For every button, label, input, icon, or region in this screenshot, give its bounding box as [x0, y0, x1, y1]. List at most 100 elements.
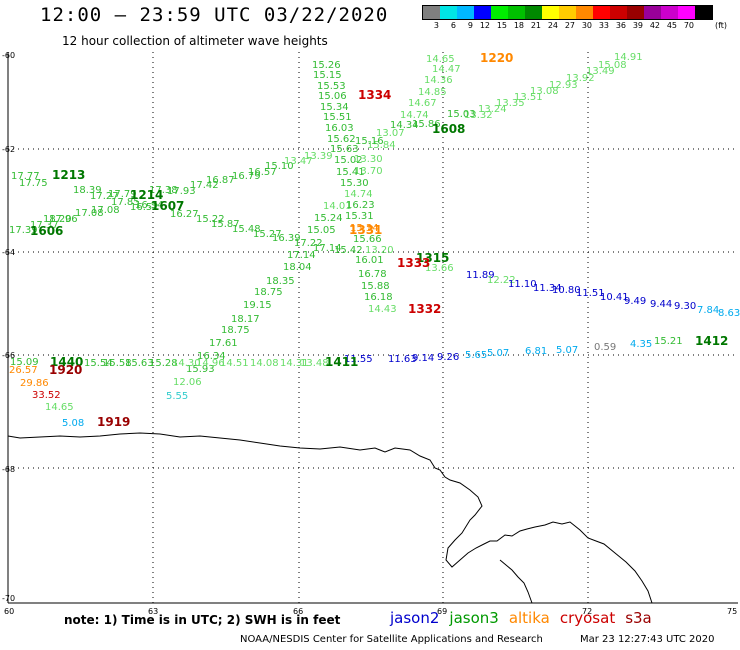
swh-label: 15.30	[340, 178, 369, 189]
swh-label: 12.22	[487, 275, 516, 286]
swh-label: 17.27	[90, 191, 119, 202]
swh-label: 16.52	[130, 202, 159, 213]
swh-label: 14.47	[432, 64, 461, 75]
swh-label: 13.32	[464, 110, 493, 121]
swh-label: 15.16	[355, 136, 384, 147]
swh-label: 16.57	[248, 167, 277, 178]
swh-label: 15.87	[211, 219, 240, 230]
pass-time-label: 1608	[432, 122, 465, 136]
colorbar-swatch	[559, 6, 576, 19]
pass-time-label: 1334	[358, 88, 391, 102]
swh-label: 15.31	[345, 211, 374, 222]
swh-label: 9.14	[412, 353, 434, 364]
swh-label: 0.59	[594, 342, 616, 353]
swh-label: 13.07	[376, 128, 405, 139]
colorbar-tick: 15	[496, 21, 507, 30]
colorbar-tick: 27	[564, 21, 575, 30]
swh-label: 16.01	[355, 255, 384, 266]
swh-label: 18.75	[221, 325, 250, 336]
pass-time-label: 1220	[480, 51, 513, 65]
swh-label: 13.30	[354, 154, 383, 165]
swh-label: 15.27	[253, 229, 282, 240]
swh-label: 14.91	[614, 52, 643, 63]
swh-label: 11.51	[576, 288, 605, 299]
colorbar-swatch	[593, 6, 610, 19]
swh-label: 13.48	[300, 358, 329, 369]
colorbar-tick: 24	[547, 21, 558, 30]
colorbar-swatch	[610, 6, 627, 19]
swh-label: 8.63	[718, 308, 740, 319]
swh-label: 15.06	[318, 91, 347, 102]
colorbar-tick: 42	[649, 21, 660, 30]
colorbar-swatch	[508, 6, 525, 19]
colorbar-tick: 30	[581, 21, 592, 30]
pass-time-label: 1919	[97, 415, 130, 429]
swh-label: 15.08	[598, 60, 627, 71]
swh-label: 15.66	[353, 234, 382, 245]
swh-label: 9.44	[650, 299, 672, 310]
lon-label-72: 72	[582, 607, 592, 616]
swh-label: 17.61	[209, 338, 238, 349]
swh-label: 13.35	[496, 98, 525, 109]
swh-label: 14.01	[323, 201, 352, 212]
swh-label: 5.07	[556, 345, 578, 356]
swh-label: 15.15	[313, 70, 342, 81]
pass-time-label: 1411	[325, 355, 358, 369]
colorbar-tick: 6	[450, 21, 456, 30]
colorbar-swatch	[423, 6, 440, 19]
swh-label: 15.53	[317, 81, 346, 92]
swh-label: 17.96	[49, 214, 78, 225]
colorbar-swatch	[491, 6, 508, 19]
swh-label: 17.75	[19, 178, 48, 189]
pass-time-label: 1213	[52, 168, 85, 182]
swh-label: 17.08	[75, 208, 104, 219]
lat-label-62: -62	[2, 145, 15, 154]
satellite-legend: jason2 jason3 altika cryosat s3a	[390, 609, 652, 627]
swh-label: 5.65	[465, 350, 487, 361]
swh-label: 14.43	[368, 304, 397, 315]
swh-label: 26.57	[9, 365, 38, 376]
swh-label: 11.10	[508, 279, 537, 290]
swh-label: 16.79	[232, 171, 261, 182]
swh-label: 15.63	[125, 358, 154, 369]
colorbar-tick: 12	[479, 21, 490, 30]
legend-jason2: jason2	[390, 609, 440, 627]
swh-label: 15.34	[350, 223, 379, 234]
swh-label: 12.93	[549, 80, 578, 91]
swh-label: 16.18	[364, 292, 393, 303]
swh-label: 17.37	[30, 220, 59, 231]
swh-label: 9.49	[624, 296, 646, 307]
pass-time-label: 1412	[695, 334, 728, 348]
swh-label: 11.89	[466, 270, 495, 281]
swh-label: 15.42	[334, 245, 363, 256]
swh-label: 15.21	[654, 336, 683, 347]
colorbar-ticks: 3 6 9 12 15 18 21 24 27 30 33 36 39 42 45 70	[422, 21, 694, 30]
swh-label: 14.85	[418, 87, 447, 98]
swh-label: 16.78	[358, 269, 387, 280]
lat-label-66: -66	[2, 351, 15, 360]
swh-label: 15.62	[327, 134, 356, 145]
swh-label: 11.34	[533, 283, 562, 294]
swh-label: 5.08	[62, 418, 84, 429]
map-title: 12:00 – 23:59 UTC 03/22/2020	[40, 4, 389, 26]
swh-label: 13.08	[530, 86, 559, 97]
swh-label: 14.74	[344, 189, 373, 200]
swh-label: 13.51	[514, 92, 543, 103]
swh-label: 18.35	[266, 276, 295, 287]
swh-label: 14.67	[408, 98, 437, 109]
colorbar-swatch	[695, 6, 712, 19]
colorbar-swatch	[440, 6, 457, 19]
swh-label: 18.75	[254, 287, 283, 298]
swh-label: 15.28	[149, 358, 178, 369]
swh-label: 7.84	[697, 305, 719, 316]
lon-label-75: 75	[727, 607, 737, 616]
lon-label-66: 66	[293, 607, 303, 616]
swh-label: 17.22	[294, 238, 323, 249]
swh-label: 13.49	[586, 66, 615, 77]
swh-label: 15.02	[334, 155, 363, 166]
colorbar-swatch	[525, 6, 542, 19]
colorbar-swatch	[457, 6, 474, 19]
swh-label: 17.85	[111, 197, 140, 208]
colorbar-tick: 39	[632, 21, 643, 30]
